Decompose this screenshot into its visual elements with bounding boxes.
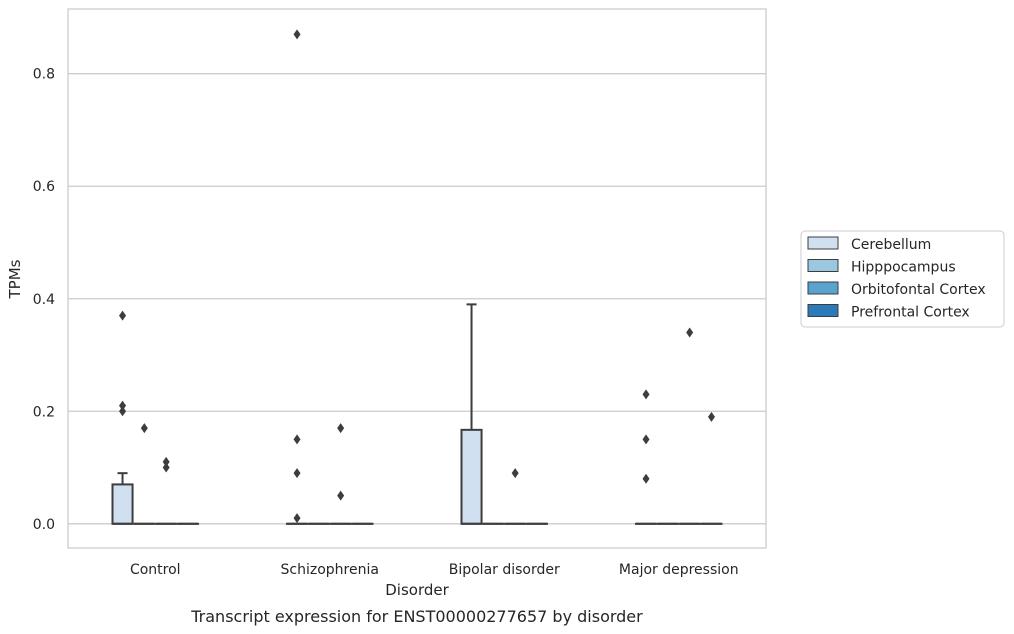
box-cerebellum <box>460 303 483 525</box>
outlier-point <box>119 400 127 411</box>
legend-frame <box>800 230 1005 328</box>
grid-lines <box>68 73 766 525</box>
outlier-point <box>162 462 170 473</box>
box-orbitofontal-cortex <box>504 468 527 525</box>
box-cerebellum <box>634 389 658 525</box>
plot-frame <box>67 8 767 549</box>
y-axis-label: TPMs <box>6 259 24 299</box>
legend-label: Hipppocampus <box>851 260 956 276</box>
outlier-point <box>707 411 715 422</box>
outlier-point <box>293 434 301 445</box>
x-tick-label: Major depression <box>619 562 739 578</box>
box-prefrontal-cortex <box>700 411 723 525</box>
x-tick-label: Bipolar disorder <box>449 562 560 578</box>
y-tick-label: 0.0 <box>33 517 55 533</box>
y-tick-label: 0.4 <box>33 292 55 308</box>
outlier-point <box>337 490 345 501</box>
outlier-point <box>686 327 694 338</box>
box-cerebellum <box>111 310 134 525</box>
y-axis-ticks: 0.0 0.2 0.4 0.6 0.8 <box>33 67 55 533</box>
box-orbitofontal-cortex <box>329 423 352 525</box>
box-cerebellum <box>285 29 309 525</box>
outlier-point <box>162 456 170 467</box>
outlier-point <box>119 310 127 321</box>
box-orbitofontal-cortex <box>678 327 701 525</box>
legend-label: Orbitofontal Cortex <box>851 282 986 298</box>
y-tick-label: 0.6 <box>33 179 55 195</box>
box-body <box>460 428 483 525</box>
outlier-point <box>642 434 650 445</box>
outlier-point <box>642 389 650 400</box>
x-axis-ticks: Control Schizophrenia Bipolar disorder Majo… <box>130 562 739 578</box>
box-orbitofontal-cortex <box>155 456 178 525</box>
legend: Cerebellum Hipppocampus Orbitofontal Corte… <box>800 230 1005 328</box>
box-hipppocampus <box>133 423 156 525</box>
legend-label: Cerebellum <box>851 237 931 253</box>
x-axis-label: Disorder <box>385 581 449 599</box>
chart-caption: Transcript expression for ENST0000027765… <box>190 607 643 626</box>
x-tick-label: Schizophrenia <box>281 562 379 578</box>
outlier-point <box>642 473 650 484</box>
outlier-point <box>293 29 301 40</box>
legend-swatch <box>807 304 839 317</box>
legend-swatch <box>807 259 839 272</box>
y-tick-label: 0.2 <box>33 404 55 420</box>
outlier-point <box>119 406 127 417</box>
box-body <box>111 483 134 525</box>
y-tick-label: 0.8 <box>33 67 55 83</box>
outlier-point <box>140 423 148 434</box>
outlier-point <box>511 468 519 479</box>
outlier-point <box>337 423 345 434</box>
box-plot-marks <box>111 29 723 525</box>
outlier-point <box>293 513 301 524</box>
x-tick-label: Control <box>130 562 181 578</box>
legend-swatch <box>807 281 839 295</box>
outlier-point <box>293 468 301 479</box>
legend-swatch <box>807 236 839 250</box>
legend-label: Prefrontal Cortex <box>851 305 970 321</box>
